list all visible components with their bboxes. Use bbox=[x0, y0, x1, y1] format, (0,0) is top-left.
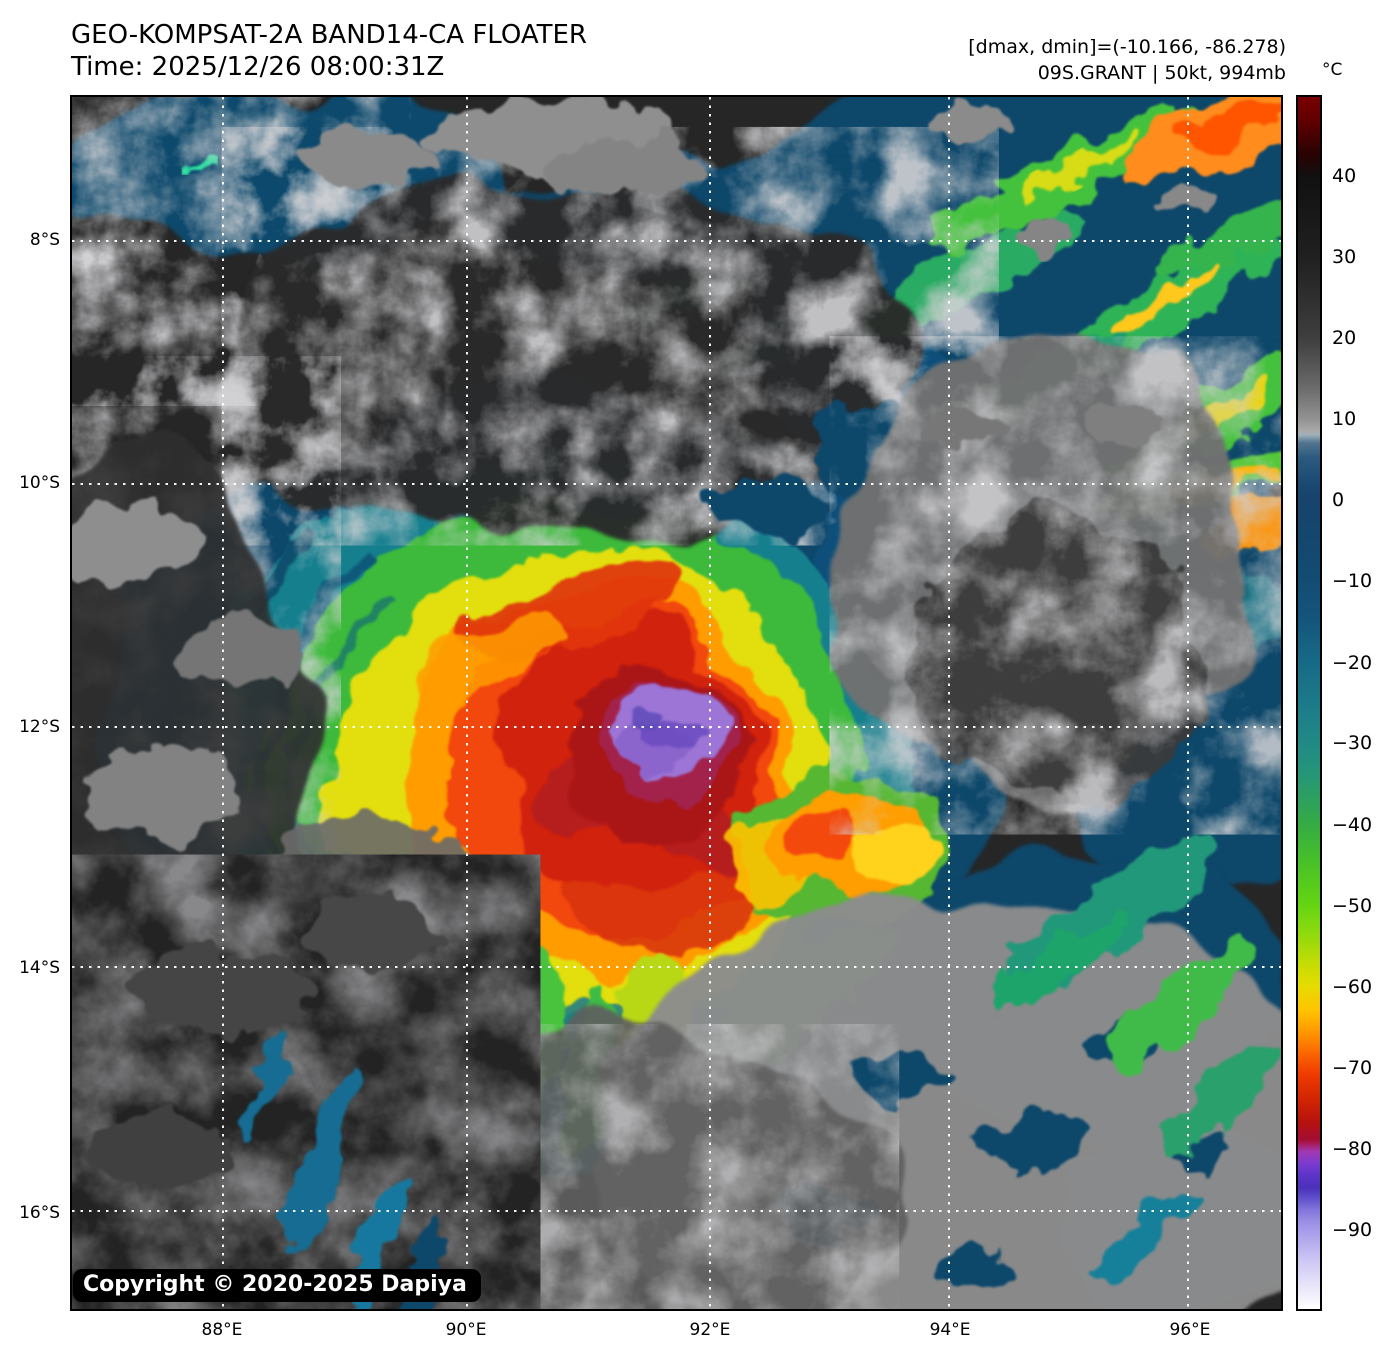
colorbar-tick-label: 30 bbox=[1332, 246, 1357, 269]
colorbar-tick-label: −50 bbox=[1332, 894, 1373, 917]
satellite-map-panel: Copyright © 2020-2025 Dapiya bbox=[70, 95, 1283, 1311]
lat-tick-label: 14°S bbox=[19, 957, 60, 978]
colorbar-tick-labels: 40 30 20 10 0 −10 −20 −30 −40 −50 −60 −70 −80 −90 bbox=[1332, 95, 1388, 1311]
storm-status-label: 09S.GRANT | 50kt, 994mb bbox=[1037, 62, 1286, 84]
lat-tick-label: 8°S bbox=[29, 229, 60, 250]
page-title: GEO-KOMPSAT-2A BAND14-CA FLOATER bbox=[71, 20, 588, 50]
timestamp-label: Time: 2025/12/26 08:00:31Z bbox=[71, 52, 445, 82]
colorbar-unit-label: °C bbox=[1322, 60, 1343, 80]
colorbar-tick-label: 20 bbox=[1332, 327, 1357, 350]
satellite-image bbox=[72, 97, 1281, 1309]
lon-tick-label: 92°E bbox=[689, 1320, 731, 1340]
lon-tick-label: 90°E bbox=[445, 1320, 487, 1340]
lat-tick-label: 10°S bbox=[19, 473, 60, 494]
latitude-axis: 8°S 10°S 12°S 14°S 16°S bbox=[0, 95, 64, 1311]
colorbar-tick-label: −80 bbox=[1332, 1137, 1373, 1160]
colorbar bbox=[1296, 95, 1322, 1311]
dmax-dmin-label: [dmax, dmin]=(-10.166, -86.278) bbox=[968, 36, 1286, 58]
colorbar-tick-label: −70 bbox=[1332, 1056, 1373, 1079]
lon-tick-label: 88°E bbox=[201, 1320, 243, 1340]
colorbar-tick-label: −40 bbox=[1332, 813, 1373, 836]
info-block: [dmax, dmin]=(-10.166, -86.278) 09S.GRAN… bbox=[968, 34, 1286, 86]
copyright-badge: Copyright © 2020-2025 Dapiya bbox=[73, 1269, 481, 1302]
lon-tick-label: 96°E bbox=[1169, 1320, 1211, 1340]
colorbar-tick-label: 40 bbox=[1332, 165, 1357, 188]
lat-tick-label: 16°S bbox=[19, 1202, 60, 1223]
colorbar-tick-label: −30 bbox=[1332, 732, 1373, 755]
colorbar-tick-label: −10 bbox=[1332, 570, 1373, 593]
lon-tick-label: 94°E bbox=[929, 1320, 971, 1340]
colorbar-tick-label: 0 bbox=[1332, 489, 1345, 512]
colorbar-tick-label: −60 bbox=[1332, 975, 1373, 998]
colorbar-tick-label: −90 bbox=[1332, 1218, 1373, 1241]
longitude-axis: 88°E 90°E 92°E 94°E 96°E bbox=[70, 1318, 1283, 1348]
colorbar-tick-label: 10 bbox=[1332, 408, 1357, 431]
colorbar-tick-label: −20 bbox=[1332, 651, 1373, 674]
lat-tick-label: 12°S bbox=[19, 716, 60, 737]
